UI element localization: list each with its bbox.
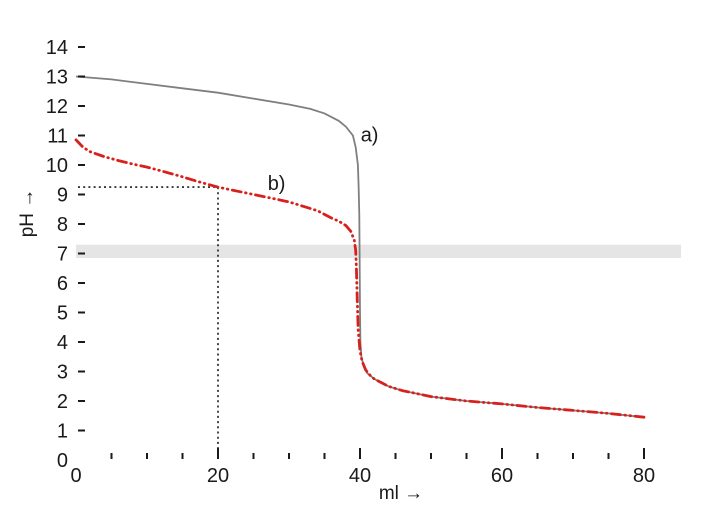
x-tick-label: 80 [633, 465, 655, 487]
x-axis-ticks [110, 448, 645, 459]
y-tick-label: 3 [57, 362, 68, 384]
x-tick-label: 60 [491, 465, 513, 487]
y-tick-label: 8 [57, 214, 68, 236]
y-tick-label: 2 [57, 391, 68, 413]
y-tick-label: 12 [46, 96, 68, 118]
x-tick-label: 0 [70, 465, 81, 487]
y-axis-title: pH → [17, 189, 38, 238]
x-tick-label: 40 [349, 465, 371, 487]
y-tick-label: 0 [57, 450, 68, 472]
y-tick-label: 14 [46, 37, 68, 59]
y-tick-label: 1 [57, 421, 68, 443]
y-tick-label: 10 [46, 155, 68, 177]
x-axis-title: ml → [379, 483, 423, 504]
y-tick-label: 13 [46, 67, 68, 89]
ph7-neutral-band [76, 244, 681, 258]
curve-a-label: a) [361, 124, 379, 146]
y-tick-label: 11 [47, 126, 68, 148]
y-tick-label: 9 [57, 185, 68, 207]
x-axis-tick-labels: 0 20 40 60 80 [70, 465, 655, 487]
y-tick-label: 7 [57, 244, 68, 266]
y-axis-ticks [78, 46, 85, 432]
y-tick-label: 6 [57, 273, 68, 295]
y-tick-label: 4 [57, 332, 68, 354]
curve-b-weak-base [74, 138, 646, 419]
y-tick-label: 5 [57, 303, 68, 325]
x-axis: 0 20 40 60 80 [70, 448, 655, 487]
curve-b-label: b) [268, 173, 286, 195]
x-tick-label: 20 [207, 465, 229, 487]
